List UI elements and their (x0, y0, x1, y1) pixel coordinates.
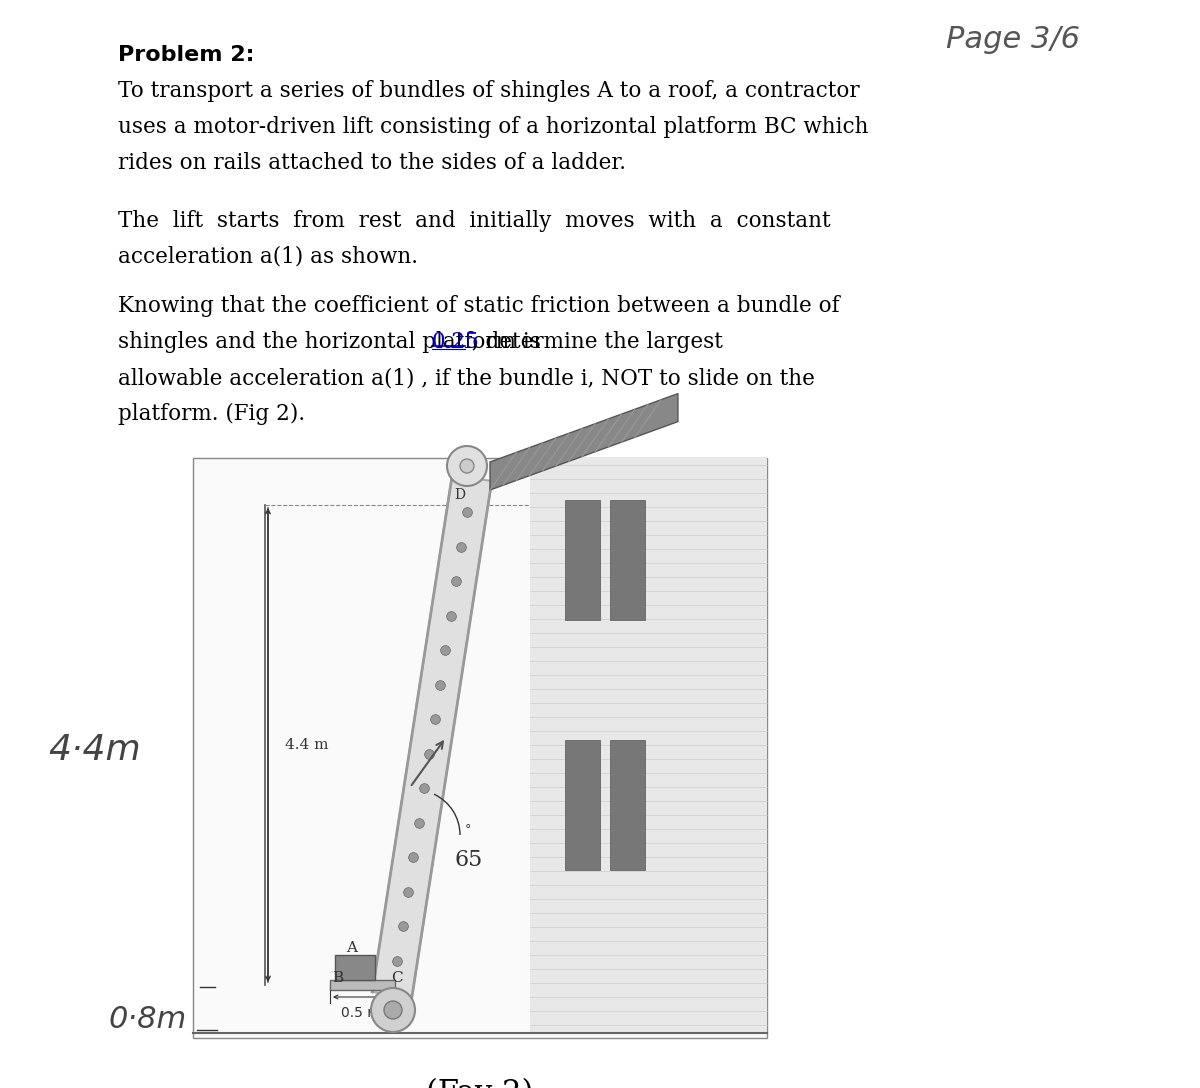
Text: A: A (347, 941, 358, 955)
Text: acceleration a(1) as shown.: acceleration a(1) as shown. (118, 246, 418, 268)
Bar (193, 458, 767, 1038)
Bar (530, 458, 767, 1033)
Text: 4.4 m: 4.4 m (286, 738, 329, 752)
Text: 0·8m: 0·8m (108, 1005, 186, 1035)
Text: C: C (391, 970, 403, 985)
Text: The  lift  starts  from  rest  and  initially  moves  with  a  constant: The lift starts from rest and initially … (118, 210, 830, 232)
Text: platform. (Fig 2).: platform. (Fig 2). (118, 403, 305, 425)
Text: 0.5 m: 0.5 m (341, 1006, 380, 1021)
Text: rides on rails attached to the sides of a ladder.: rides on rails attached to the sides of … (118, 152, 626, 174)
Bar (565, 500, 600, 620)
Bar (330, 980, 395, 990)
Circle shape (460, 459, 474, 473)
Circle shape (384, 1001, 402, 1019)
Polygon shape (372, 475, 492, 998)
Text: To transport a series of bundles of shingles A to a roof, a contractor: To transport a series of bundles of shin… (118, 81, 859, 102)
Text: Problem 2:: Problem 2: (118, 45, 254, 65)
Circle shape (446, 446, 487, 486)
Text: uses a motor-driven lift consisting of a horizontal platform BC which: uses a motor-driven lift consisting of a… (118, 116, 869, 138)
Text: Knowing that the coefficient of static friction between a bundle of: Knowing that the coefficient of static f… (118, 295, 840, 317)
Text: D: D (455, 489, 466, 502)
Text: shingles and the horizontal platform is: shingles and the horizontal platform is (118, 331, 547, 353)
Polygon shape (490, 394, 678, 490)
Circle shape (371, 988, 415, 1033)
Text: °: ° (466, 824, 472, 837)
Text: 4·4m: 4·4m (49, 733, 142, 767)
Text: 65: 65 (455, 849, 484, 871)
Text: allowable acceleration a(1) , if the bundle i, NOT to slide on the: allowable acceleration a(1) , if the bun… (118, 367, 815, 390)
Text: Page 3/6: Page 3/6 (946, 25, 1080, 54)
Text: (Fay 2): (Fay 2) (426, 1078, 534, 1088)
Bar (610, 740, 646, 870)
Bar (565, 740, 600, 870)
Bar (610, 500, 646, 620)
Text: 0.25: 0.25 (432, 331, 480, 353)
Text: B: B (332, 970, 343, 985)
Text: , determine the largest: , determine the largest (464, 331, 722, 353)
Bar (335, 955, 374, 980)
